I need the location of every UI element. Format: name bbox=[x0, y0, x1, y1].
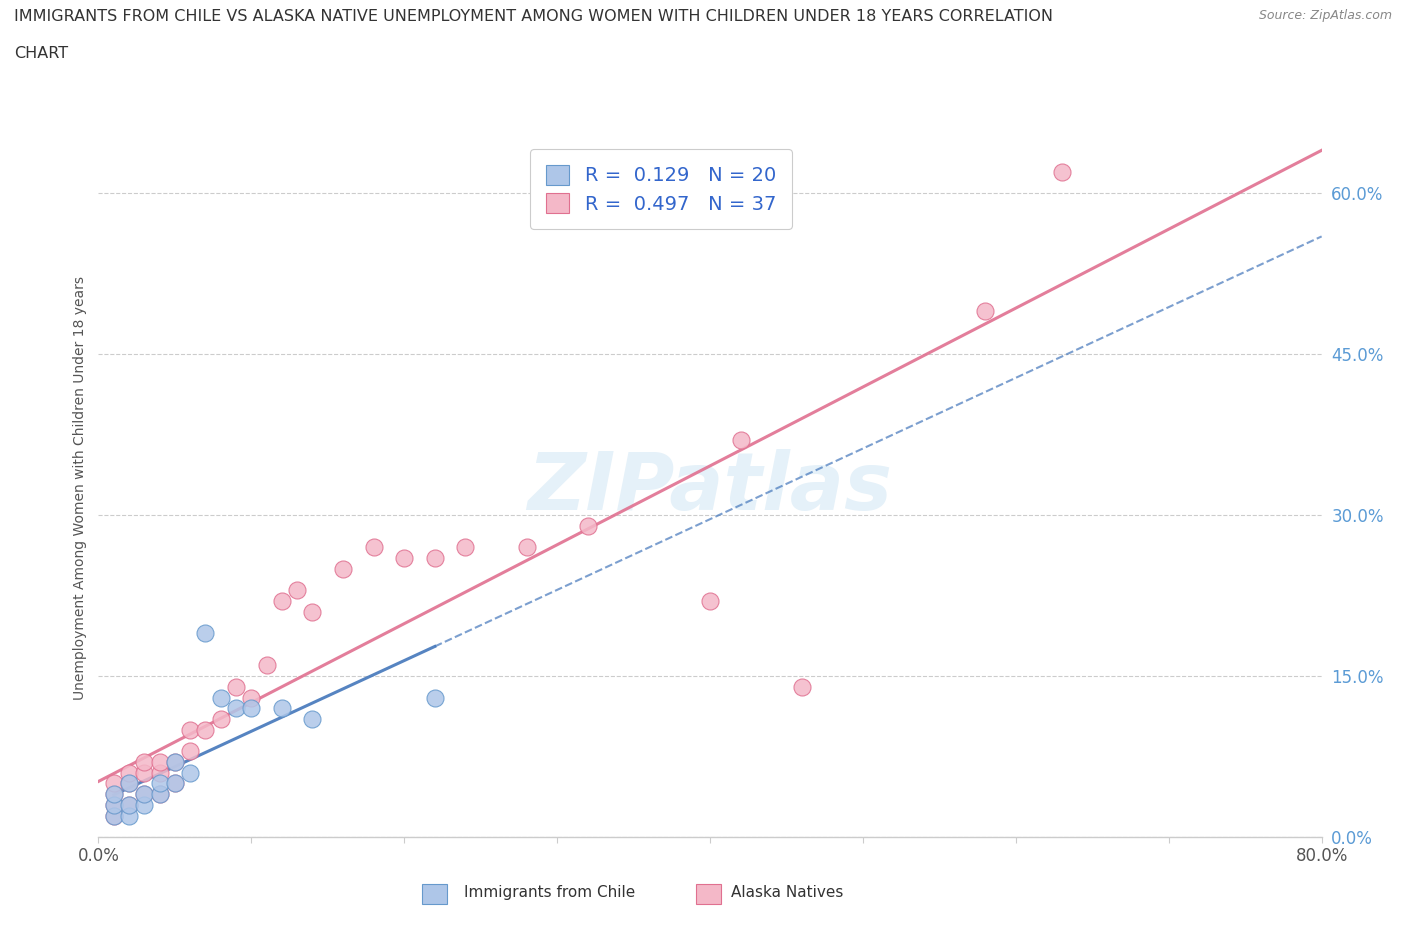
Point bbox=[423, 690, 446, 705]
Point bbox=[103, 787, 125, 802]
Point bbox=[149, 787, 172, 802]
Point bbox=[134, 787, 156, 802]
Point bbox=[363, 539, 385, 554]
Point bbox=[163, 776, 186, 790]
Point bbox=[699, 593, 721, 608]
Point bbox=[454, 539, 477, 554]
Point bbox=[270, 593, 292, 608]
Point bbox=[118, 765, 141, 780]
Point bbox=[118, 776, 141, 790]
Point bbox=[392, 551, 416, 565]
Text: CHART: CHART bbox=[14, 46, 67, 61]
Point bbox=[423, 551, 446, 565]
Point bbox=[163, 754, 186, 769]
Point bbox=[149, 754, 172, 769]
Point bbox=[730, 432, 752, 447]
Point bbox=[118, 797, 141, 812]
Point bbox=[118, 797, 141, 812]
Point bbox=[1050, 165, 1073, 179]
Point bbox=[134, 765, 156, 780]
Point bbox=[179, 744, 201, 759]
Point bbox=[103, 797, 125, 812]
Point bbox=[118, 776, 141, 790]
Point bbox=[103, 808, 125, 823]
Point bbox=[225, 701, 247, 716]
Text: Source: ZipAtlas.com: Source: ZipAtlas.com bbox=[1258, 9, 1392, 22]
Point bbox=[285, 583, 308, 598]
Legend: R =  0.129   N = 20, R =  0.497   N = 37: R = 0.129 N = 20, R = 0.497 N = 37 bbox=[530, 149, 792, 229]
Point bbox=[134, 787, 156, 802]
Point bbox=[149, 787, 172, 802]
Point bbox=[194, 626, 217, 641]
Point bbox=[576, 518, 599, 533]
Point bbox=[179, 723, 201, 737]
Text: IMMIGRANTS FROM CHILE VS ALASKA NATIVE UNEMPLOYMENT AMONG WOMEN WITH CHILDREN UN: IMMIGRANTS FROM CHILE VS ALASKA NATIVE U… bbox=[14, 9, 1053, 24]
Point bbox=[163, 776, 186, 790]
Text: Immigrants from Chile: Immigrants from Chile bbox=[464, 885, 636, 900]
Point bbox=[256, 658, 278, 672]
Point bbox=[149, 765, 172, 780]
Point bbox=[209, 690, 232, 705]
Point bbox=[194, 723, 217, 737]
Point bbox=[270, 701, 292, 716]
Point bbox=[240, 701, 263, 716]
Point bbox=[103, 808, 125, 823]
Point bbox=[974, 304, 997, 319]
Point bbox=[103, 776, 125, 790]
Point bbox=[103, 787, 125, 802]
Point bbox=[790, 679, 813, 694]
Point bbox=[163, 754, 186, 769]
Text: ZIPatlas: ZIPatlas bbox=[527, 449, 893, 527]
Point bbox=[149, 776, 172, 790]
Point bbox=[134, 797, 156, 812]
Point bbox=[134, 754, 156, 769]
Point bbox=[516, 539, 538, 554]
Point bbox=[103, 797, 125, 812]
Text: Alaska Natives: Alaska Natives bbox=[731, 885, 844, 900]
Point bbox=[332, 562, 354, 577]
Point bbox=[179, 765, 201, 780]
Point bbox=[301, 604, 323, 619]
Point bbox=[225, 679, 247, 694]
Y-axis label: Unemployment Among Women with Children Under 18 years: Unemployment Among Women with Children U… bbox=[73, 276, 87, 700]
Point bbox=[240, 690, 263, 705]
Point bbox=[301, 711, 323, 726]
Point bbox=[209, 711, 232, 726]
Point bbox=[118, 808, 141, 823]
